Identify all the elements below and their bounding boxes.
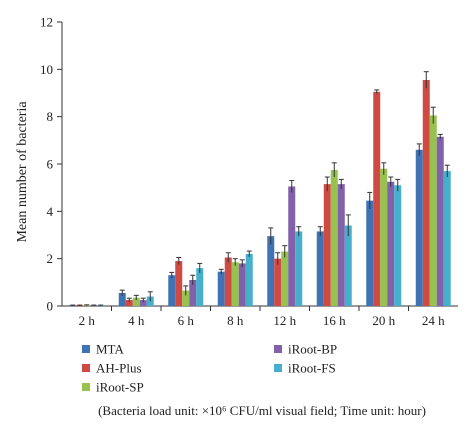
- legend-swatch-iroot-bp: [274, 345, 282, 353]
- bar-iroot-sp-12h: [281, 251, 289, 306]
- bar-ah-plus-12h: [274, 258, 282, 306]
- x-tick-label: 20 h: [372, 313, 395, 328]
- x-tick-label: 16 h: [323, 313, 346, 328]
- x-tick-label: 6 h: [178, 313, 195, 328]
- y-tick-label: 2: [47, 251, 54, 266]
- legend-swatch-mta: [82, 345, 90, 353]
- bar-mta-20h: [366, 200, 374, 306]
- bar-mta-4h: [118, 292, 126, 306]
- x-tick-label: 4 h: [128, 313, 145, 328]
- x-tick-label: 24 h: [422, 313, 445, 328]
- bar-iroot-bp-12h: [288, 186, 296, 306]
- bar-iroot-bp-16h: [337, 184, 345, 306]
- legend-label: MTA: [96, 342, 124, 357]
- y-tick-label: 6: [47, 157, 54, 172]
- y-tick-label: 4: [47, 204, 54, 219]
- bar-mta-24h: [415, 149, 423, 306]
- y-tick-label: 10: [40, 62, 53, 77]
- bar-ah-plus-4h: [125, 300, 133, 306]
- bar-ah-plus-16h: [323, 184, 331, 306]
- bar-iroot-sp-4h: [132, 297, 140, 306]
- bar-iroot-fs-16h: [344, 225, 352, 306]
- x-tick-labels: 2 h 4 h 6 h 8 h 12 h 16 h 20 h 24 h: [79, 313, 446, 328]
- legend-swatch-ah-plus: [82, 364, 90, 372]
- bar-marks: [69, 79, 451, 306]
- y-tick-labels: 0 2 4 6 8 10 12: [40, 15, 54, 314]
- legend-swatch-iroot-fs: [274, 364, 282, 372]
- bar-mta-16h: [316, 231, 324, 306]
- bar-iroot-bp-6h: [189, 279, 197, 306]
- bar-iroot-sp-6h: [182, 290, 190, 306]
- bar-iroot-fs-6h: [196, 268, 204, 306]
- bar-iroot-sp-24h: [429, 115, 437, 306]
- bar-mta-8h: [217, 271, 225, 306]
- bar-iroot-fs-20h: [394, 185, 402, 306]
- bar-iroot-fs-12h: [295, 231, 303, 306]
- bar-iroot-sp-16h: [330, 169, 338, 306]
- bar-iroot-sp-8h: [231, 262, 239, 306]
- legend-label: iRoot-SP: [96, 380, 144, 395]
- bar-iroot-bp-8h: [238, 263, 246, 306]
- y-tick-label: 8: [47, 109, 54, 124]
- error-bars: [70, 71, 450, 306]
- bar-iroot-sp-20h: [380, 168, 388, 306]
- bar-iroot-fs-24h: [443, 171, 451, 306]
- legend-label: AH-Plus: [96, 361, 142, 376]
- x-tick-label: 8 h: [227, 313, 244, 328]
- bar-iroot-bp-24h: [436, 136, 444, 306]
- bar-ah-plus-24h: [422, 79, 430, 306]
- bar-ah-plus-20h: [373, 91, 381, 306]
- bar-ah-plus-6h: [175, 261, 183, 306]
- x-tick-label: 2 h: [79, 313, 96, 328]
- bar-mta-12h: [267, 236, 275, 306]
- x-tick-label: 12 h: [273, 313, 296, 328]
- y-axis-title: Mean number of bacteria: [15, 101, 30, 243]
- bar-iroot-fs-8h: [245, 253, 253, 306]
- unit-note: (Bacteria load unit: ×10⁶ CFU/ml visual …: [98, 403, 426, 418]
- bar-ah-plus-8h: [224, 257, 232, 306]
- y-tick-label: 0: [47, 299, 54, 314]
- legend-label: iRoot-FS: [288, 361, 336, 376]
- legend-swatch-iroot-sp: [82, 383, 90, 391]
- legend: MTA iRoot-BP AH-Plus iRoot-FS iRoot-SP: [82, 342, 337, 395]
- y-tick-label: 12: [40, 15, 53, 30]
- legend-label: iRoot-BP: [288, 342, 337, 357]
- bar-mta-6h: [168, 275, 176, 306]
- bar-iroot-bp-20h: [387, 181, 395, 306]
- bar-iroot-bp-4h: [139, 300, 147, 306]
